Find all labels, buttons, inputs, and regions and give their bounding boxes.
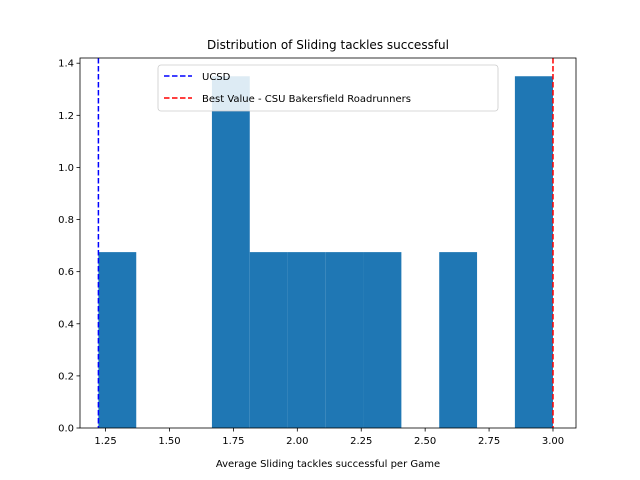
y-tick-label: 0.4 [58,319,74,330]
chart-title: Distribution of Sliding tackles successf… [207,38,449,52]
y-tick-label: 0.8 [58,215,74,226]
reference-lines-group [97,58,554,428]
histogram-bar [439,252,478,428]
y-tick-label: 0.0 [58,424,74,435]
histogram-bar [98,252,137,428]
x-tick-label: 3.00 [542,436,564,447]
x-tick-label: 1.25 [94,436,116,447]
legend-box [157,64,499,112]
y-tick-label: 0.6 [58,267,74,278]
x-tick-label: 2.75 [478,436,500,447]
x-tick-label: 2.50 [414,436,436,447]
x-tick-label: 1.75 [222,436,244,447]
histogram-bar [514,76,553,428]
histogram-bar [211,76,250,428]
y-tick-label: 0.2 [58,371,74,382]
x-tick-label: 2.00 [286,436,308,447]
x-tick-label: 1.50 [158,436,180,447]
y-tick-label: 1.0 [58,163,74,174]
legend-best-value-label: Best Value - CSU Bakersfield Roadrunners [202,94,411,105]
plot-frame [79,57,577,429]
legend: UCSD Best Value - CSU Bakersfield Roadru… [157,64,499,112]
bars-group [98,76,553,428]
x-tick-label: 2.25 [350,436,372,447]
x-axis-label: Average Sliding tackles successful per G… [216,459,440,470]
y-tick-label: 1.4 [58,59,74,70]
x-axis: 1.25 1.50 1.75 2.00 2.25 2.50 2.75 3.00 [94,428,564,447]
histogram-bar [287,252,326,428]
legend-ucsd-label: UCSD [202,72,231,83]
y-axis: 0.0 0.2 0.4 0.6 0.8 1.0 1.2 1.4 [58,59,80,435]
histogram-bar [325,252,364,428]
histogram-bar [249,252,288,428]
histogram-bar [363,252,402,428]
y-tick-label: 1.2 [58,111,74,122]
